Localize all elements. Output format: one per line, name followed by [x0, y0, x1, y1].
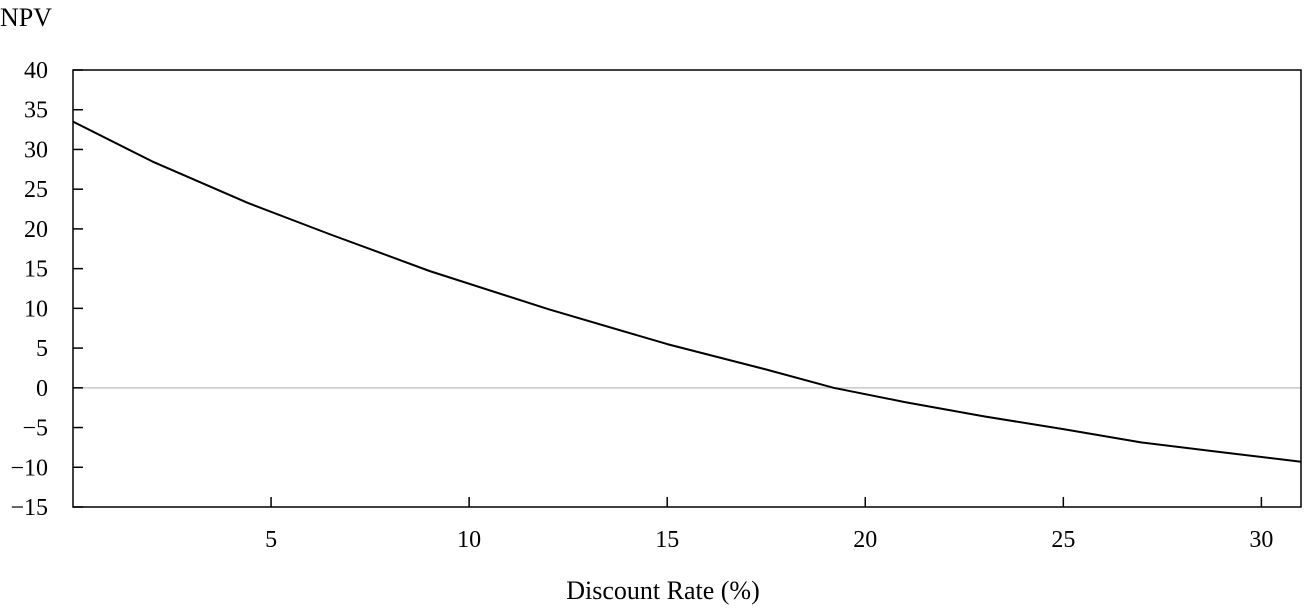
x-axis-title: Discount Rate (%) [566, 576, 760, 605]
x-tick-label: 25 [1051, 527, 1075, 553]
ticks-layer: 40 35 30 25 20 15 10 5 0 −5 −10 −15 5 10 15 20 25 30 [10, 58, 1273, 553]
x-tick-label: 5 [265, 527, 277, 553]
series-line-0 [72, 120, 1302, 463]
y-tick-label: 25 [24, 177, 48, 203]
y-tick-label: 35 [24, 98, 48, 124]
axes-layer [72, 69, 1302, 508]
x-tick-label: 20 [853, 527, 877, 553]
plot-frame [72, 69, 1302, 508]
y-axis-title: NPV [0, 3, 52, 32]
y-tick-label: 5 [36, 336, 48, 362]
y-tick-label: 10 [24, 296, 48, 322]
y-tick-label: 30 [24, 137, 48, 163]
y-tick-label: 15 [24, 257, 48, 283]
x-tick-label: 10 [457, 527, 481, 553]
y-tick-label: −15 [10, 495, 48, 521]
y-tick-label: 20 [24, 217, 48, 243]
x-tick-label: 15 [655, 527, 679, 553]
y-tick-label: −5 [22, 416, 48, 442]
y-tick-label: 40 [24, 58, 48, 84]
x-tick-label: 30 [1249, 527, 1273, 553]
y-tick-label: −10 [10, 455, 48, 481]
y-tick-label: 0 [36, 376, 48, 402]
series-layer [72, 120, 1302, 463]
